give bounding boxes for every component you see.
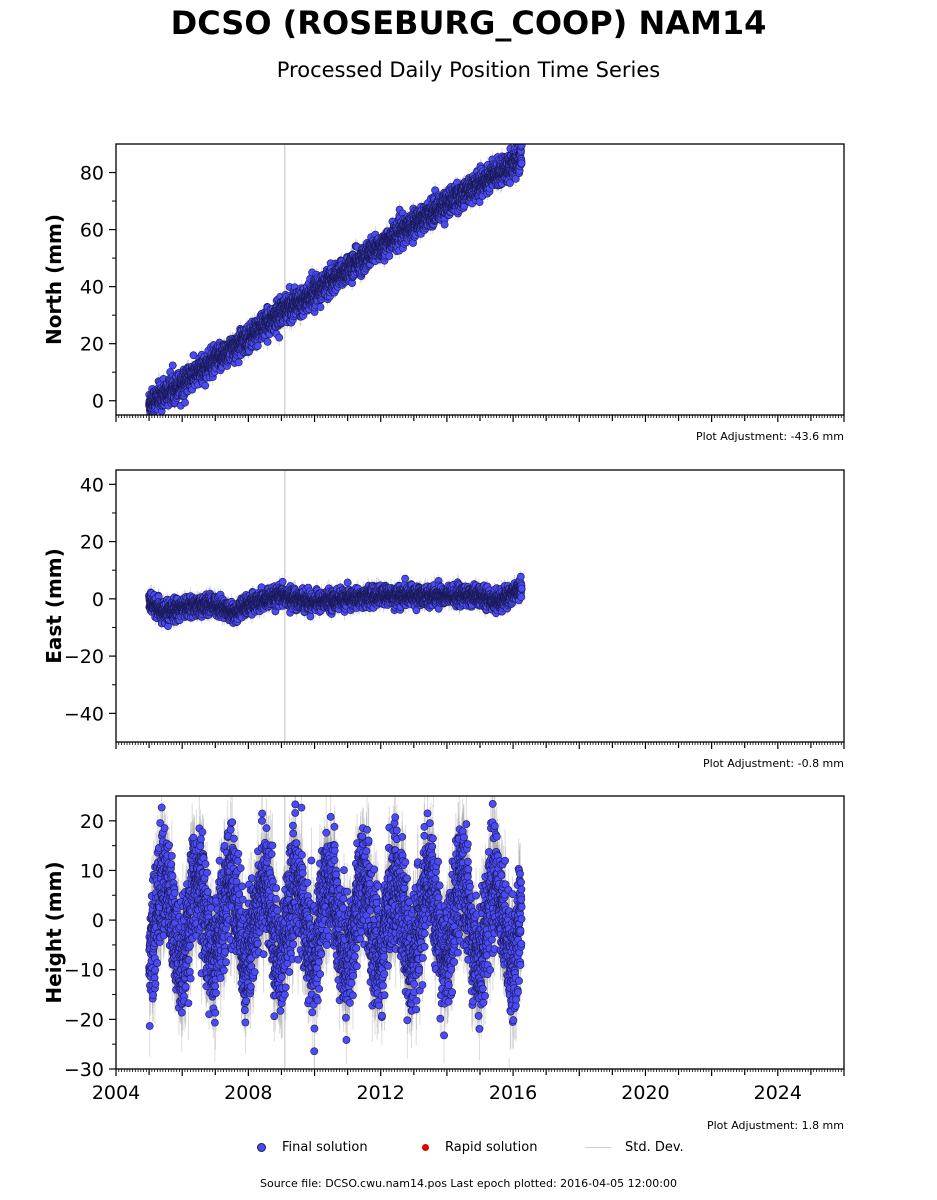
data-point <box>189 351 198 360</box>
final-solution-points <box>145 144 526 415</box>
chart-subtitle: Processed Daily Position Time Series <box>0 58 937 82</box>
data-point <box>168 361 177 370</box>
data-point <box>181 398 189 407</box>
plot-area <box>145 144 526 415</box>
data-point <box>201 381 210 390</box>
chart-title: DCSO (ROSEBURG_COOP) NAM14 <box>0 4 937 42</box>
